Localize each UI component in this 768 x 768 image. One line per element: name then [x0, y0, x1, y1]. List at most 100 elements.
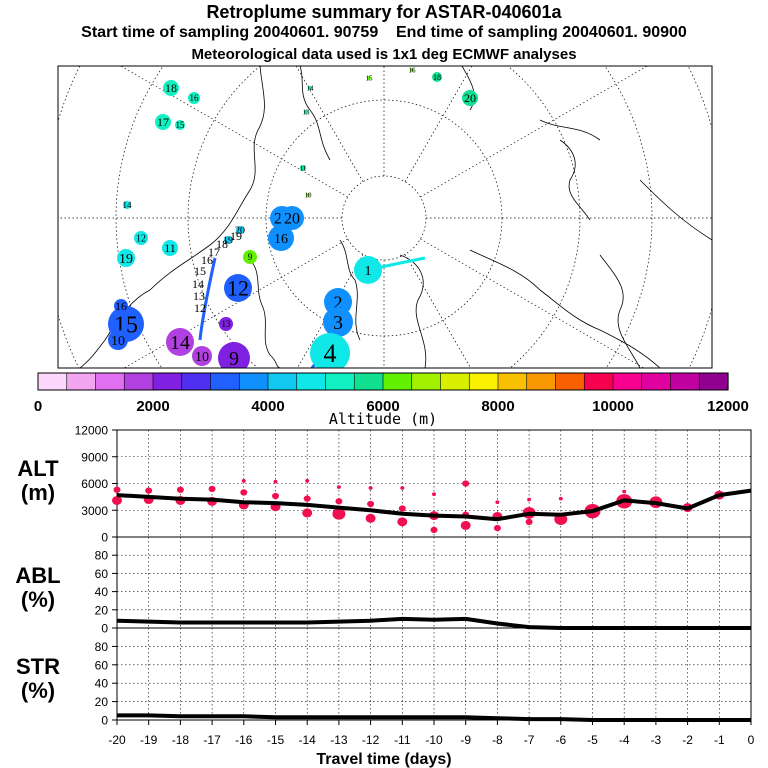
sampling-time-line: Start time of sampling 20040601. 90759 E… — [0, 24, 768, 42]
plume-label: 10 — [195, 350, 209, 365]
y-tick-label: 20 — [95, 603, 109, 617]
color-scale-swatch — [37, 372, 68, 391]
color-scale-swatch — [583, 372, 614, 391]
altitude-marker — [365, 513, 376, 523]
color-scale-swatch — [555, 372, 585, 391]
trajectory-day-label: 15 — [194, 264, 206, 278]
trajectory-day-label: 18 — [216, 237, 228, 251]
plume-circle — [123, 201, 131, 209]
trajectory-day-label: 14 — [192, 277, 204, 291]
plume-circle — [162, 240, 178, 256]
color-scale-swatch — [497, 372, 528, 391]
x-tick-label: -15 — [267, 733, 285, 747]
plume-circle — [224, 274, 252, 302]
coastline — [539, 119, 601, 141]
plume-marker: 16 — [409, 66, 417, 74]
plume-label: 16 — [409, 66, 417, 74]
plume-label: 1 — [365, 264, 372, 279]
trajectory-day-label: 12 — [194, 301, 206, 315]
altitude-marker — [335, 498, 343, 505]
color-scale-frame — [37, 372, 729, 391]
plume-circle — [114, 299, 128, 313]
plume-marker: 9 — [243, 250, 257, 264]
altitude-marker — [273, 479, 278, 484]
color-scale-swatch — [526, 372, 557, 391]
plume-marker: 10 — [108, 330, 128, 350]
plume-marker: 20 — [235, 226, 245, 237]
x-tick-label: -19 — [140, 733, 158, 747]
panel-frame — [116, 627, 752, 721]
plume-marker: 16 — [188, 92, 200, 104]
color-scale-tick: 10000 — [592, 398, 634, 415]
x-tick-label: -17 — [203, 733, 221, 747]
y-tick-label: 60 — [95, 567, 109, 581]
x-tick-label: -12 — [362, 733, 380, 747]
plume-label: 14 — [123, 200, 133, 210]
color-scale-swatch — [296, 372, 327, 391]
color-scale-swatch — [152, 372, 183, 391]
trajectory-day-label: 16 — [201, 253, 213, 267]
x-tick-label: -4 — [619, 733, 630, 747]
altitude-marker — [493, 524, 501, 532]
plume-label: 16 — [274, 232, 288, 247]
plume-circle — [410, 68, 414, 72]
plume-marker: 16 — [268, 225, 294, 251]
altitude-marker — [240, 489, 248, 496]
coastline — [461, 66, 475, 111]
y-tick-label: 9000 — [81, 450, 108, 464]
plume-marker: 1 — [354, 256, 382, 284]
x-tick-label: -6 — [555, 733, 566, 747]
plume-marker: 11 — [300, 164, 307, 172]
altitude-marker — [495, 500, 500, 505]
plume-marker: 12 — [134, 231, 148, 245]
altitude-marker — [430, 526, 438, 534]
plume-circle — [243, 250, 257, 264]
plume-marker: 3 — [323, 307, 353, 337]
plume-circle — [117, 249, 135, 267]
plume-label: 20 — [235, 226, 245, 237]
color-scale-swatch — [670, 372, 700, 391]
altitude-marker — [112, 495, 122, 505]
color-scale-tick: 12000 — [707, 398, 749, 415]
coastline — [599, 254, 641, 368]
plume-circle — [367, 76, 371, 80]
plume-circle — [306, 193, 310, 197]
plume-label: 9 — [248, 252, 253, 262]
x-tick-label: -20 — [108, 733, 126, 747]
color-scale-swatch — [267, 372, 298, 391]
trajectory-day-label: 13 — [193, 289, 205, 303]
plume-marker: 20 — [280, 206, 304, 230]
plume-circle — [354, 256, 382, 284]
x-tick-label: -13 — [330, 733, 348, 747]
plume-circle — [175, 120, 185, 130]
color-scale-swatch — [353, 372, 384, 391]
altitude-marker — [558, 496, 563, 501]
altitude-marker — [400, 486, 405, 490]
plume-marker: 18 — [163, 80, 179, 96]
coastline — [249, 259, 281, 368]
plume-label: 15 — [366, 74, 374, 82]
color-scale-swatch — [325, 372, 355, 391]
altitude-marker — [272, 492, 279, 500]
altitude-marker — [303, 495, 311, 502]
color-scale-swatch — [411, 372, 442, 391]
plume-label: 10 — [305, 191, 313, 199]
color-scale-swatch — [440, 372, 470, 391]
plume-label: 4 — [324, 339, 337, 368]
altitude-marker — [525, 518, 533, 525]
plume-label: 10 — [111, 334, 125, 349]
x-tick-label: -8 — [492, 733, 503, 747]
plume-circle — [268, 225, 294, 251]
plume-label: 16 — [115, 299, 127, 313]
altitude-marker — [527, 497, 532, 502]
altitude-marker — [462, 480, 470, 487]
end-time-label: End time of sampling 20040601. 90900 — [396, 24, 687, 41]
coastline — [469, 249, 661, 368]
color-scale-swatch — [612, 372, 643, 391]
plume-label: 11 — [164, 241, 176, 255]
y-axis-label: ABL — [15, 563, 60, 588]
x-tick-label: -1 — [714, 733, 725, 747]
plume-label: 16 — [190, 93, 200, 103]
latitude-circle — [187, 66, 581, 368]
